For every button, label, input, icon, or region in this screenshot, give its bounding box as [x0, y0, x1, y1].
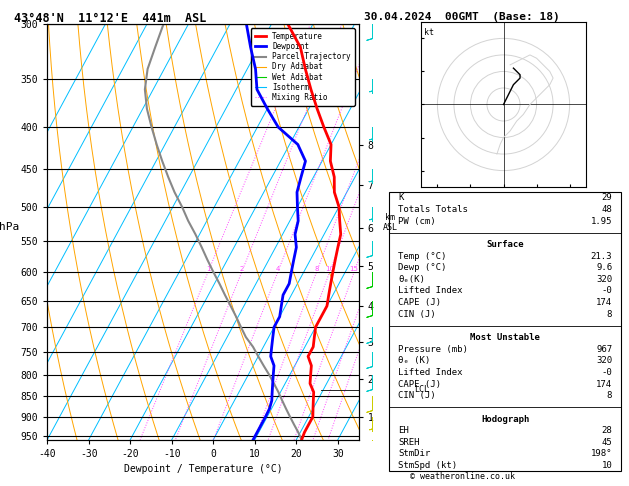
Text: 174: 174 [596, 380, 612, 389]
Text: 10: 10 [601, 461, 612, 470]
Y-axis label: km
ASL: km ASL [382, 213, 398, 232]
Text: CIN (J): CIN (J) [398, 391, 436, 400]
Text: θₑ (K): θₑ (K) [398, 356, 430, 365]
Text: 15: 15 [350, 266, 359, 272]
Text: 320: 320 [596, 275, 612, 284]
Text: SREH: SREH [398, 438, 420, 447]
Text: 29: 29 [601, 193, 612, 202]
Text: 45: 45 [601, 438, 612, 447]
Text: 21.3: 21.3 [591, 252, 612, 260]
Text: Lifted Index: Lifted Index [398, 368, 462, 377]
Text: EH: EH [398, 426, 409, 435]
Text: 8: 8 [607, 391, 612, 400]
Text: 2: 2 [240, 266, 244, 272]
Text: StmDir: StmDir [398, 450, 430, 458]
Text: 1: 1 [206, 266, 210, 272]
Text: 10: 10 [325, 266, 334, 272]
Text: LCL: LCL [415, 385, 430, 395]
Text: 28: 28 [601, 426, 612, 435]
Legend: Temperature, Dewpoint, Parcel Trajectory, Dry Adiabat, Wet Adiabat, Isotherm, Mi: Temperature, Dewpoint, Parcel Trajectory… [251, 28, 355, 105]
Text: Pressure (mb): Pressure (mb) [398, 345, 468, 354]
Text: 30.04.2024  00GMT  (Base: 18): 30.04.2024 00GMT (Base: 18) [364, 12, 560, 22]
Text: 198°: 198° [591, 450, 612, 458]
Text: Dewp (°C): Dewp (°C) [398, 263, 447, 272]
Text: 43°48'N  11°12'E  441m  ASL: 43°48'N 11°12'E 441m ASL [14, 12, 206, 25]
Text: PW (cm): PW (cm) [398, 217, 436, 226]
Text: CAPE (J): CAPE (J) [398, 380, 441, 389]
Text: 174: 174 [596, 298, 612, 307]
Text: CAPE (J): CAPE (J) [398, 298, 441, 307]
Text: -0: -0 [601, 286, 612, 295]
Text: 4: 4 [276, 266, 280, 272]
Y-axis label: hPa: hPa [0, 222, 19, 232]
Text: Temp (°C): Temp (°C) [398, 252, 447, 260]
Text: kt: kt [424, 29, 434, 37]
Text: © weatheronline.co.uk: © weatheronline.co.uk [410, 472, 515, 481]
Text: StmSpd (kt): StmSpd (kt) [398, 461, 457, 470]
Text: 48: 48 [601, 205, 612, 214]
Text: CIN (J): CIN (J) [398, 310, 436, 319]
Text: 1.95: 1.95 [591, 217, 612, 226]
Text: Hodograph: Hodograph [481, 415, 529, 423]
Text: 8: 8 [314, 266, 319, 272]
Text: Surface: Surface [486, 240, 524, 249]
Text: 967: 967 [596, 345, 612, 354]
Text: 8: 8 [607, 310, 612, 319]
Text: 9.6: 9.6 [596, 263, 612, 272]
Text: θₑ(K): θₑ(K) [398, 275, 425, 284]
Text: K: K [398, 193, 403, 202]
Text: Lifted Index: Lifted Index [398, 286, 462, 295]
Text: -0: -0 [601, 368, 612, 377]
Text: Totals Totals: Totals Totals [398, 205, 468, 214]
Text: Most Unstable: Most Unstable [470, 333, 540, 342]
X-axis label: Dewpoint / Temperature (°C): Dewpoint / Temperature (°C) [123, 465, 282, 474]
Text: 320: 320 [596, 356, 612, 365]
